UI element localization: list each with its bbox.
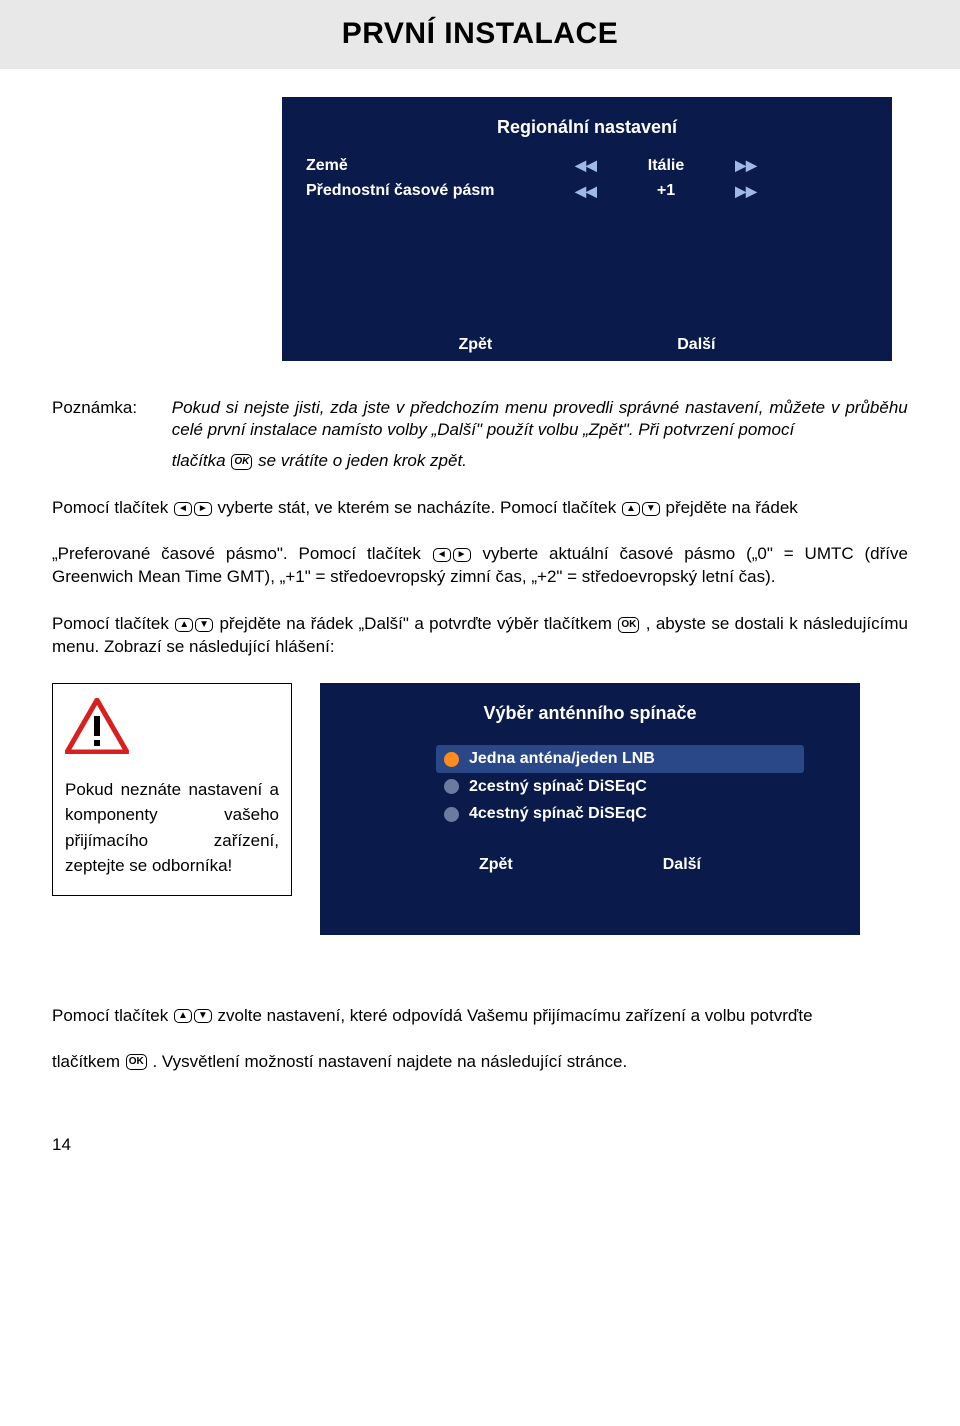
p3-t2: zvolte nastavení, které odpovídá Vašemu … xyxy=(217,1006,812,1025)
down-button-icon: ▼ xyxy=(642,502,660,516)
page-title-bar: PRVNÍ INSTALACE xyxy=(0,0,960,69)
up-button-icon: ▲ xyxy=(174,1009,192,1023)
left-button-icon: ◄ xyxy=(433,548,451,562)
p2-t1: Pomocí tlačítek xyxy=(52,614,174,633)
tv2-option-3: 4cestný spínač DiSEqC xyxy=(444,800,796,828)
p3-t1: Pomocí tlačítek xyxy=(52,1006,173,1025)
right-button-icon: ► xyxy=(194,502,212,516)
left-button-icon: ◄ xyxy=(174,502,192,516)
page-number: 14 xyxy=(0,1134,960,1183)
tv1-next: Další xyxy=(677,334,715,356)
down-button-icon: ▼ xyxy=(194,1009,212,1023)
tv1-back: Zpět xyxy=(458,334,492,356)
tv-screenshot-antenna: Výběr anténního spínače Jedna anténa/jed… xyxy=(320,683,860,935)
note-line2-post: se vrátíte o jeden krok zpět. xyxy=(258,451,467,470)
radio-selected-icon xyxy=(444,752,459,767)
tv1-footer: Zpět Další xyxy=(306,334,868,356)
tv1-tz-value: +1 xyxy=(606,180,726,202)
tv2-next: Další xyxy=(663,854,701,876)
p1-t3: přejděte na řádek xyxy=(665,498,797,517)
paragraph-2: Pomocí tlačítek ▲▼ přejděte na řádek „Da… xyxy=(52,613,908,659)
tv2-option-2: 2cestný spínač DiSEqC xyxy=(444,773,796,801)
arrows-right-icon: ▶▶ xyxy=(726,182,766,201)
p1-t4: „Preferované časové pásmo". Pomocí tlačí… xyxy=(52,544,432,563)
row-warning-and-screen: Pokud neznáte nastavení a komponenty vaš… xyxy=(52,683,908,971)
ok-button-icon: OK xyxy=(231,454,252,470)
paragraph-1: Pomocí tlačítek ◄► vyberte stát, ve kter… xyxy=(52,497,908,589)
arrows-right-icon: ▶▶ xyxy=(726,156,766,175)
radio-icon xyxy=(444,779,459,794)
p3-t4: . Vysvětlení možností nastavení najdete … xyxy=(152,1052,627,1071)
up-button-icon: ▲ xyxy=(175,618,193,632)
warning-text: Pokud neznáte nastavení a komponenty vaš… xyxy=(65,777,279,879)
tv2-opt2-label: 2cestný spínač DiSEqC xyxy=(469,776,647,798)
page-title: PRVNÍ INSTALACE xyxy=(0,14,960,55)
ok-button-icon: OK xyxy=(618,617,639,633)
note-label: Poznámka: xyxy=(52,397,167,420)
tv2-opt1-label: Jedna anténa/jeden LNB xyxy=(469,748,655,770)
tv1-title: Regionální nastavení xyxy=(306,115,868,139)
tv1-country-value: Itálie xyxy=(606,155,726,177)
p2-t2: přejděte na řádek „Další" a potvrďte výb… xyxy=(219,614,617,633)
radio-icon xyxy=(444,807,459,822)
note-paragraph: Poznámka: Pokud si nejste jisti, zda jst… xyxy=(52,397,908,474)
tv1-country-label: Země xyxy=(306,155,566,177)
note-body-text: Pokud si nejste jisti, zda jste v předch… xyxy=(172,398,908,440)
p3-t3: tlačítkem xyxy=(52,1052,125,1071)
tv2-options: Jedna anténa/jeden LNB 2cestný spínač Di… xyxy=(444,745,796,828)
warning-triangle-icon xyxy=(65,698,129,754)
content-area: Regionální nastavení Země ◀◀ Itálie ▶▶ P… xyxy=(0,97,960,1074)
paragraph-3: Pomocí tlačítek ▲▼ zvolte nastavení, kte… xyxy=(52,1005,908,1074)
tv2-back: Zpět xyxy=(479,854,513,876)
arrows-left-icon: ◀◀ xyxy=(566,182,606,201)
warning-box: Pokud neznáte nastavení a komponenty vaš… xyxy=(52,683,292,896)
tv1-tz-label: Přednostní časové pásm xyxy=(306,180,566,202)
tv2-footer: Zpět Další xyxy=(344,854,836,876)
tv1-row-country: Země ◀◀ Itálie ▶▶ xyxy=(306,153,868,179)
p1-t2: vyberte stát, ve kterém se nacházíte. Po… xyxy=(217,498,620,517)
ok-button-icon: OK xyxy=(126,1054,147,1070)
right-button-icon: ► xyxy=(453,548,471,562)
down-button-icon: ▼ xyxy=(195,618,213,632)
arrows-left-icon: ◀◀ xyxy=(566,156,606,175)
p1-t1: Pomocí tlačítek xyxy=(52,498,173,517)
tv-screenshot-regional: Regionální nastavení Země ◀◀ Itálie ▶▶ P… xyxy=(282,97,892,361)
up-button-icon: ▲ xyxy=(622,502,640,516)
tv2-title: Výběr anténního spínače xyxy=(344,701,836,725)
tv2-opt3-label: 4cestný spínač DiSEqC xyxy=(469,803,647,825)
tv1-row-timezone: Přednostní časové pásm ◀◀ +1 ▶▶ xyxy=(306,178,868,204)
note-line2-pre: tlačítka xyxy=(172,451,231,470)
tv2-option-1: Jedna anténa/jeden LNB xyxy=(436,745,804,773)
